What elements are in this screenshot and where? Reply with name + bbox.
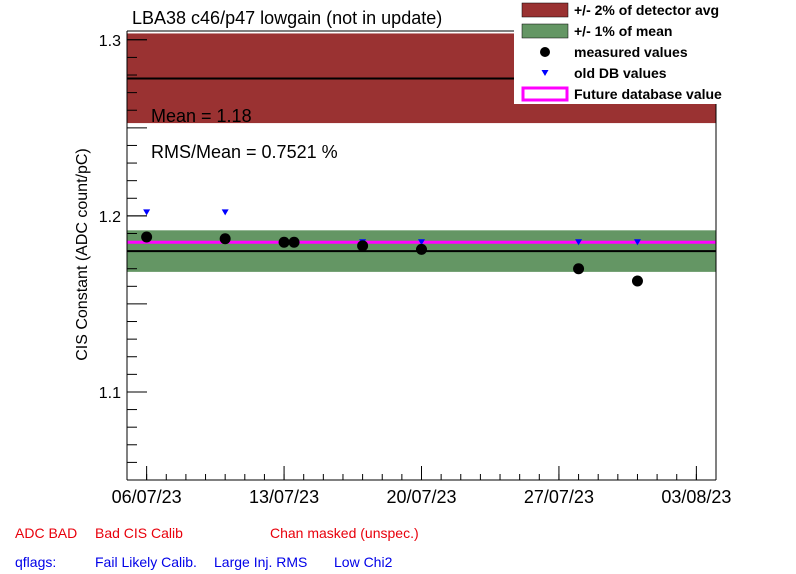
y-axis-label: CIS Constant (ADC count/pC)	[74, 148, 91, 361]
measured-point	[219, 233, 231, 245]
x-tick-label: 13/07/23	[249, 487, 319, 507]
legend-swatch	[521, 2, 569, 18]
x-tick-label: 27/07/23	[524, 487, 594, 507]
legend-label: +/- 2% of detector avg	[574, 2, 719, 18]
legend-swatch	[521, 23, 569, 39]
measured-point	[278, 236, 290, 248]
x-tick-label: 06/07/23	[112, 487, 182, 507]
measured-point	[573, 263, 585, 275]
old-db-point	[143, 209, 151, 216]
old-db-point	[221, 209, 229, 216]
rms-annotation: RMS/Mean = 0.7521 %	[151, 142, 338, 162]
old-db-point	[633, 239, 641, 246]
mean-annotation: Mean = 1.18	[151, 106, 252, 126]
y-tick-label: 1.1	[99, 385, 121, 402]
legend-marker-dot	[540, 47, 550, 57]
qflags-label: qflags:	[15, 554, 57, 570]
measured-point	[416, 243, 427, 255]
flag-adc-bad: ADC BAD	[15, 525, 78, 541]
legend-label: Future database value	[574, 86, 722, 102]
measured-point	[141, 231, 153, 243]
legend-label: measured values	[574, 44, 688, 60]
flag-chan-masked: Chan masked (unspec.)	[270, 525, 419, 541]
legend-outline-swatch	[521, 86, 569, 102]
measured-point	[288, 236, 300, 248]
old-db-point	[418, 239, 425, 246]
measured-point	[631, 275, 643, 287]
y-tick-label: 1.2	[99, 209, 121, 226]
qflag-fail-likely-calib: Fail Likely Calib.	[95, 554, 197, 570]
chart-title: LBA38 c46/p47 lowgain (not in update)	[132, 8, 442, 28]
flag-bad-cis-calib: Bad CIS Calib	[95, 525, 183, 541]
x-tick-label: 20/07/23	[386, 487, 456, 507]
y-tick-label: 1.3	[99, 33, 121, 50]
qflag-low-chi2: Low Chi2	[334, 554, 393, 570]
old-db-point	[575, 239, 583, 246]
legend-label: +/- 1% of mean	[574, 23, 672, 39]
qflag-large-inj-rms: Large Inj. RMS	[214, 554, 308, 570]
legend-marker-triangle	[541, 70, 549, 76]
measured-point	[357, 240, 369, 252]
legend-label: old DB values	[574, 65, 667, 81]
x-tick-label: 03/08/23	[661, 487, 731, 507]
